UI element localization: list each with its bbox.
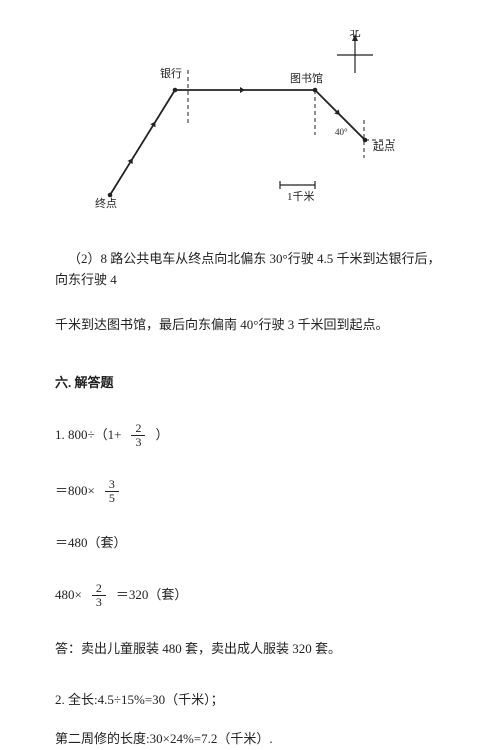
svg-text:图书馆: 图书馆 [290, 71, 323, 85]
step-2-prefix: ＝800× [55, 481, 95, 502]
svg-text:1千米: 1千米 [287, 190, 315, 203]
problem2-line2: 千米到达图书馆，最后向东偏南 40°行驶 3 千米回到起点。 [55, 315, 445, 336]
svg-text:银行: 银行 [160, 66, 182, 80]
svg-text:40°: 40° [335, 127, 348, 137]
fraction-3-5: 3 5 [105, 478, 119, 505]
step-2: ＝800× 3 5 [55, 478, 445, 505]
step-1: 1. 800÷（1+ 2 3 ） [55, 422, 445, 449]
answer: 答：卖出儿童服装 480 套，卖出成人服装 320 套。 [55, 639, 445, 660]
frac-den: 3 [131, 435, 145, 449]
svg-text:起点: 起点 [373, 140, 395, 153]
fraction-2-3b: 2 3 [92, 582, 106, 609]
scale-bar: 1千米 [280, 181, 315, 203]
labels: 银行 图书馆起点终点 40° [95, 66, 395, 210]
page: 北 1千米 银行 图书馆起点终点 40° （2）8 路公共电车从终点向北偏东 30°… [0, 0, 500, 707]
frac-num: 2 [131, 422, 145, 435]
problem2-line1: （2）8 路公共电车从终点向北偏东 30°行驶 4.5 千米到达银行后，向东行驶… [55, 249, 445, 291]
p2-line1: 2. 全长:4.5÷15%=30（千米）； [55, 690, 445, 711]
route-path [110, 87, 365, 195]
svg-text:北: 北 [350, 30, 361, 39]
section-heading: 六. 解答题 [55, 373, 445, 394]
frac-num: 3 [105, 478, 119, 491]
frac-num: 2 [92, 582, 106, 595]
p2-line2: 第二周修的长度:30×24%=7.2（千米）. [55, 729, 445, 750]
step-1-prefix: 1. 800÷（1+ [55, 425, 121, 446]
fraction-2-3: 2 3 [131, 422, 145, 449]
step-4-prefix: 480× [55, 585, 82, 606]
step-3: ＝480（套） [55, 533, 445, 554]
route-diagram: 北 1千米 银行 图书馆起点终点 40° [55, 30, 445, 225]
step-4: 480× 2 3 ＝320（套） [55, 582, 445, 609]
step-3-text: ＝480（套） [55, 533, 127, 554]
step-1-suffix: ） [155, 425, 168, 446]
svg-text:终点: 终点 [95, 196, 117, 210]
step-4-suffix: ＝320（套） [116, 585, 188, 606]
frac-den: 3 [92, 595, 106, 609]
compass: 北 [337, 30, 373, 73]
frac-den: 5 [105, 491, 119, 505]
